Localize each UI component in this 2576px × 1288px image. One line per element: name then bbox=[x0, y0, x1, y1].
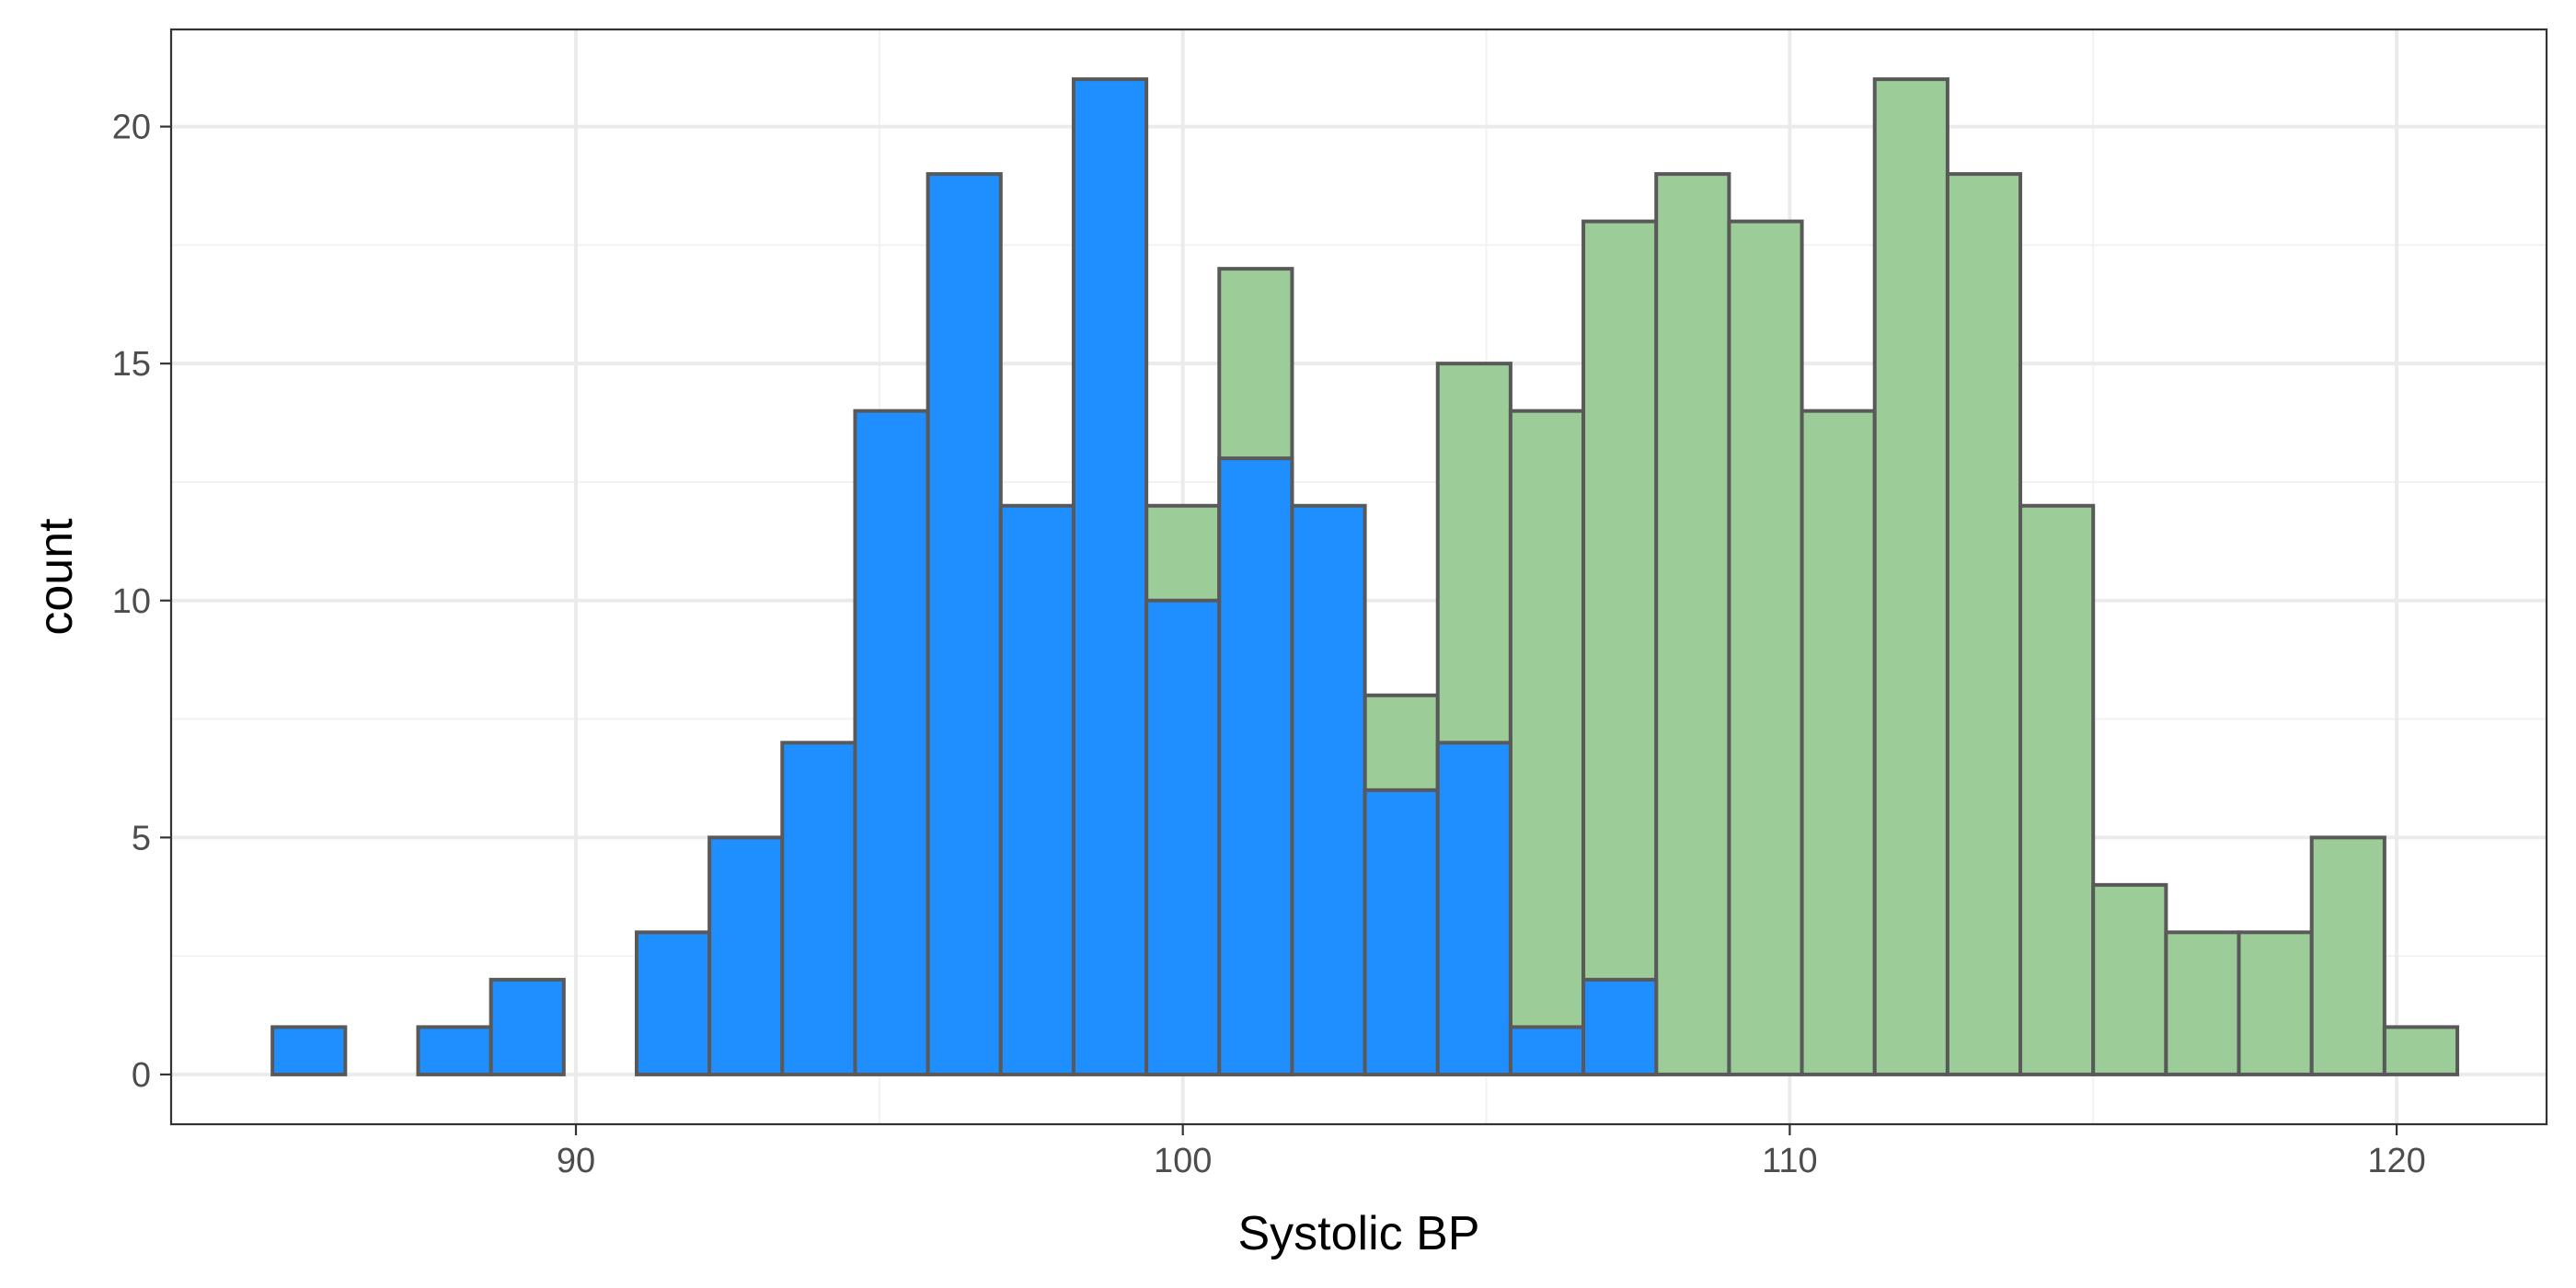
y-axis-title: count bbox=[29, 518, 83, 636]
histogram-bar-series-2 bbox=[998, 503, 1075, 1076]
y-tick-label: 10 bbox=[112, 582, 151, 621]
histogram-bar-series-2 bbox=[707, 835, 785, 1076]
y-tick-label: 5 bbox=[132, 819, 151, 857]
y-tick-label: 20 bbox=[112, 109, 151, 147]
x-axis-title: Systolic BP bbox=[1238, 1207, 1480, 1260]
histogram-bar-series-1 bbox=[2309, 835, 2386, 1076]
histogram-bar-series-2 bbox=[1071, 77, 1149, 1076]
plot-border bbox=[169, 28, 2548, 1126]
histogram-bar-series-2 bbox=[853, 408, 930, 1076]
histogram-bar-series-2 bbox=[1290, 503, 1367, 1076]
histogram-bar-series-2 bbox=[1363, 788, 1440, 1076]
x-tick-label: 120 bbox=[2367, 1142, 2425, 1180]
x-axis: 90 100 110 120 bbox=[557, 1124, 2426, 1180]
x-tick-label: 100 bbox=[1154, 1142, 1212, 1180]
histogram-bar-series-2 bbox=[1217, 456, 1294, 1076]
histogram-bar-series-2 bbox=[489, 977, 566, 1076]
histogram-bar-series-1 bbox=[1800, 408, 1877, 1076]
y-tick-label: 15 bbox=[112, 345, 151, 384]
histogram-bar-series-2 bbox=[1508, 1025, 1586, 1076]
histogram-bar-series-1 bbox=[1872, 77, 1949, 1076]
y-axis: 0 5 10 15 20 bbox=[112, 109, 171, 1095]
histogram-bar-series-1 bbox=[1508, 408, 1586, 1076]
histogram-bar-series-2 bbox=[1144, 598, 1222, 1076]
histogram-bar-series-1 bbox=[2018, 503, 2096, 1076]
histogram-bar-series-2 bbox=[416, 1025, 493, 1076]
bars bbox=[270, 77, 2460, 1076]
histogram-bar-series-2 bbox=[926, 172, 1003, 1076]
histogram-bar-series-1 bbox=[2237, 930, 2314, 1076]
histogram-bar-series-2 bbox=[270, 1025, 348, 1076]
histogram-bar-series-2 bbox=[1581, 977, 1659, 1076]
histogram-bar-series-1 bbox=[1581, 219, 1659, 1076]
histogram-bar-series-2 bbox=[634, 930, 712, 1076]
histogram-bar-series-1 bbox=[1654, 172, 1731, 1076]
histogram-bar-series-2 bbox=[780, 741, 857, 1076]
histogram-bar-series-2 bbox=[1435, 741, 1512, 1076]
x-tick-label: 110 bbox=[1762, 1142, 1818, 1180]
y-tick-label: 0 bbox=[132, 1056, 151, 1095]
histogram-bar-series-1 bbox=[1945, 172, 2023, 1076]
histogram-bar-series-1 bbox=[2382, 1025, 2460, 1076]
x-tick-label: 90 bbox=[557, 1142, 595, 1180]
histogram-bar-series-1 bbox=[2164, 930, 2241, 1076]
histogram-bar-series-1 bbox=[2091, 882, 2168, 1076]
histogram-bar-series-1 bbox=[1727, 219, 1804, 1076]
